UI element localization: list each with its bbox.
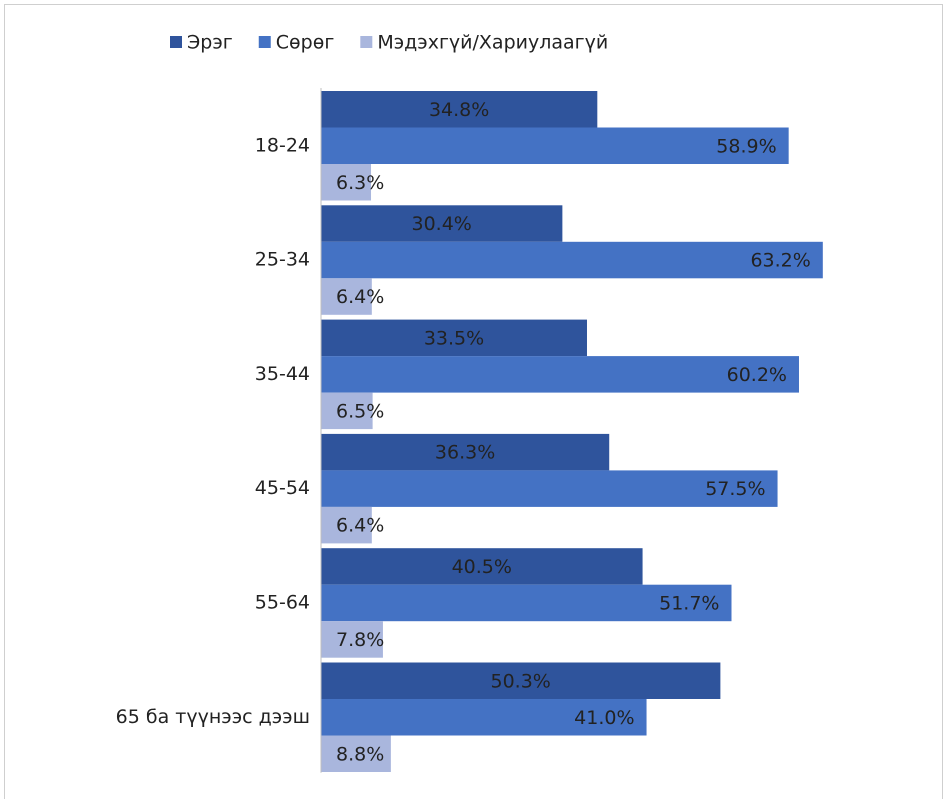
value-label: 33.5%	[424, 327, 484, 349]
y-tick-label: 35-44	[255, 363, 310, 385]
bar	[321, 433, 610, 471]
value-label: 30.4%	[412, 213, 472, 235]
value-label: 51.7%	[659, 592, 719, 614]
y-tick-label: 55-64	[255, 591, 310, 613]
value-label: 57.5%	[705, 478, 765, 500]
bar	[321, 356, 799, 393]
bar	[321, 91, 598, 128]
legend-label: Мэдэхгүй/Хариулаагүй	[377, 32, 608, 54]
value-label: 60.2%	[727, 364, 787, 386]
bar	[321, 205, 563, 242]
bar	[321, 241, 823, 279]
bar	[321, 278, 372, 315]
y-tick-label: 65 ба түүнээс дээш	[116, 706, 310, 728]
value-label: 41.0%	[574, 707, 634, 729]
bar	[321, 506, 372, 544]
bar	[321, 164, 372, 201]
value-label: 6.4%	[336, 286, 384, 308]
bar	[321, 127, 789, 164]
bar	[321, 621, 383, 658]
value-label: 7.8%	[336, 629, 384, 651]
y-tick-label: 18-24	[255, 134, 310, 156]
value-label: 50.3%	[491, 670, 551, 692]
bar	[321, 735, 391, 772]
y-tick-label: 25-34	[255, 249, 310, 271]
legend-swatch	[170, 36, 182, 48]
value-label: 6.5%	[336, 400, 384, 422]
frame	[4, 4, 943, 799]
value-label: 34.8%	[429, 99, 489, 121]
bar	[321, 584, 732, 622]
bar	[321, 699, 647, 736]
legend-label: Сөрөг	[276, 32, 335, 54]
bar	[321, 392, 373, 430]
value-label: 8.8%	[336, 743, 384, 765]
value-label: 6.4%	[336, 515, 384, 537]
legend-label: Эрэг	[187, 32, 233, 54]
y-tick-label: 45-54	[255, 477, 310, 499]
bar	[321, 548, 643, 585]
value-label: 40.5%	[452, 556, 512, 578]
bar	[321, 662, 721, 699]
legend-swatch	[360, 36, 373, 48]
bar	[321, 319, 587, 357]
value-label: 36.3%	[435, 442, 495, 464]
value-label: 58.9%	[716, 135, 776, 157]
value-label: 63.2%	[750, 250, 810, 272]
value-label: 6.3%	[336, 172, 384, 194]
legend-swatch	[258, 36, 271, 48]
bar	[321, 470, 778, 507]
